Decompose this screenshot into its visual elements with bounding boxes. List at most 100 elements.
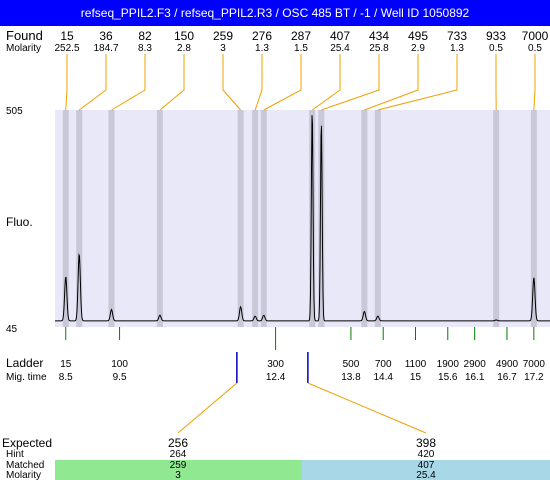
ladder-size-label: 2900 bbox=[464, 359, 487, 370]
expected-molarity-label: 3 bbox=[175, 470, 181, 480]
ladder-size-label: 7000 bbox=[523, 359, 546, 370]
expected-size-label: 398 bbox=[416, 436, 436, 450]
ladder-migtime-label: 14.4 bbox=[373, 372, 393, 383]
peak-band bbox=[260, 110, 267, 327]
ladder-migtime-label: 16.1 bbox=[465, 372, 485, 383]
found-molarity-label: 8.3 bbox=[138, 43, 152, 54]
found-molarity-label: 252.5 bbox=[54, 43, 79, 54]
peak-band bbox=[374, 110, 381, 327]
ladder-migtime-label: 15.6 bbox=[438, 372, 458, 383]
expected-matched-label: 407 bbox=[418, 460, 435, 471]
found-size-label: 287 bbox=[291, 29, 311, 43]
ladder-size-label: 15 bbox=[60, 359, 72, 370]
peak-band bbox=[76, 110, 83, 327]
ladder-migtime-label: 13.8 bbox=[341, 372, 361, 383]
ladder-label: Ladder bbox=[6, 356, 43, 370]
expected-hint-label: 264 bbox=[170, 449, 187, 460]
y-axis: Fluo. 505 45 bbox=[6, 106, 33, 335]
found-connector bbox=[321, 54, 380, 111]
molarity-label: Molarity bbox=[6, 43, 41, 54]
ladder-size-label: 1100 bbox=[405, 359, 427, 370]
ladder-migtime-label: 12.4 bbox=[266, 372, 286, 383]
ladder-size-label: 4900 bbox=[496, 359, 519, 370]
found-molarity-label: 25.8 bbox=[369, 43, 389, 54]
found-size-label: 495 bbox=[408, 29, 428, 43]
found-size-label: 36 bbox=[99, 29, 113, 43]
found-size-label: 276 bbox=[252, 29, 272, 43]
y-axis-label: Fluo. bbox=[6, 215, 33, 229]
matched-label: Matched bbox=[6, 460, 44, 471]
ladder-size-label: 700 bbox=[375, 359, 392, 370]
peak-band bbox=[361, 110, 368, 327]
mig-time-label: Mig. time bbox=[6, 372, 47, 383]
molarity-bottom-label: Molarity bbox=[6, 470, 41, 480]
ladder-migtime-label: 9.5 bbox=[113, 372, 127, 383]
found-molarity-label: 184.7 bbox=[93, 43, 118, 54]
found-size-label: 933 bbox=[486, 29, 506, 43]
found-connector bbox=[78, 54, 107, 111]
ladder-migtime-label: 8.5 bbox=[59, 372, 73, 383]
found-label: Found bbox=[6, 28, 43, 43]
fluorescence-trace bbox=[55, 115, 550, 322]
ladder-migtime-label: 15 bbox=[410, 372, 422, 383]
peak-band bbox=[493, 110, 500, 327]
ladder-migtime-label: 17.2 bbox=[524, 372, 544, 383]
peak-band bbox=[108, 110, 115, 327]
found-size-label: 407 bbox=[330, 29, 350, 43]
expected-hint-label: 420 bbox=[418, 449, 435, 460]
peak-band bbox=[156, 110, 163, 327]
found-connector bbox=[222, 54, 242, 111]
peak-band bbox=[62, 110, 69, 327]
ladder-size-label: 1900 bbox=[437, 359, 460, 370]
expected-connector bbox=[307, 382, 427, 434]
y-tick-505: 505 bbox=[6, 106, 23, 117]
found-molarity-label: 0.5 bbox=[528, 43, 542, 54]
found-size-label: 434 bbox=[369, 29, 389, 43]
y-tick-45: 45 bbox=[6, 324, 18, 335]
ladder-size-label: 100 bbox=[111, 359, 128, 370]
found-connector bbox=[364, 54, 419, 111]
expected-connector bbox=[177, 382, 238, 434]
found-size-label: 733 bbox=[447, 29, 467, 43]
peak-band bbox=[237, 110, 244, 327]
found-connector bbox=[533, 54, 536, 111]
peak-bands bbox=[62, 110, 537, 327]
found-molarity-label: 25.4 bbox=[330, 43, 350, 54]
expected-label: Expected bbox=[2, 436, 52, 450]
plot-area bbox=[55, 110, 550, 327]
found-connector bbox=[254, 54, 263, 111]
title-bar: refseq_PPIL2.F3 / refseq_PPIL2.R3 / OSC … bbox=[0, 0, 550, 26]
expected-size-label: 256 bbox=[168, 436, 188, 450]
found-molarity-label: 3 bbox=[220, 43, 226, 54]
found-size-label: 7000 bbox=[522, 29, 549, 43]
found-molarity-label: 2.9 bbox=[411, 43, 425, 54]
found-size-label: 150 bbox=[174, 29, 194, 43]
found-size-label: 15 bbox=[60, 29, 74, 43]
found-connector bbox=[159, 54, 185, 111]
ladder-size-label: 500 bbox=[343, 359, 360, 370]
ladder-migtime-label: 16.7 bbox=[497, 372, 517, 383]
found-connectors bbox=[65, 54, 536, 111]
found-connector bbox=[65, 54, 68, 111]
peak-band bbox=[309, 110, 316, 327]
ladder-size-label: 300 bbox=[267, 359, 284, 370]
found-molarity-label: 1.3 bbox=[255, 43, 269, 54]
found-size-label: 259 bbox=[213, 29, 233, 43]
peak-band bbox=[530, 110, 537, 327]
found-molarity-label: 1.3 bbox=[450, 43, 464, 54]
expected-molarity-label: 25.4 bbox=[416, 470, 436, 480]
ladder-row: Ladder Mig. time 15 8.5 100 9.5 300 12.4 500 13… bbox=[6, 327, 545, 383]
found-connector bbox=[377, 54, 458, 111]
found-molarity-label: 1.5 bbox=[294, 43, 308, 54]
found-connector bbox=[111, 54, 146, 111]
found-molarity-label: 0.5 bbox=[489, 43, 503, 54]
chart-title: refseq_PPIL2.F3 / refseq_PPIL2.R3 / OSC … bbox=[80, 6, 470, 20]
found-size-label: 82 bbox=[138, 29, 152, 43]
peak-band bbox=[252, 110, 259, 327]
matched-band bbox=[302, 460, 550, 480]
found-connector bbox=[311, 54, 341, 111]
peak-band bbox=[318, 110, 325, 327]
